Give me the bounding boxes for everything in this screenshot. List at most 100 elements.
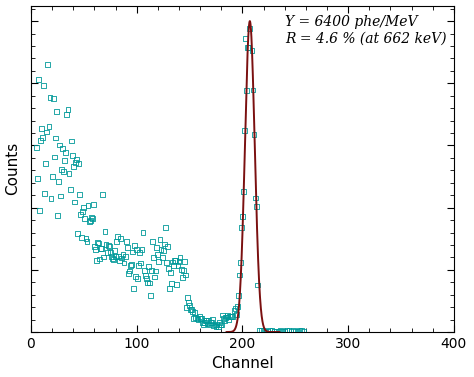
- Point: [211, 322, 219, 328]
- Point: [79, 208, 87, 214]
- Point: [201, 320, 208, 326]
- Point: [114, 233, 121, 239]
- Point: [97, 245, 105, 251]
- Point: [244, 44, 252, 51]
- Point: [188, 307, 195, 313]
- Point: [91, 247, 99, 253]
- Point: [204, 321, 211, 327]
- Point: [167, 269, 174, 275]
- Point: [212, 323, 220, 329]
- Point: [185, 300, 192, 306]
- Point: [91, 243, 98, 249]
- Point: [164, 265, 172, 271]
- Point: [223, 314, 230, 320]
- Point: [140, 267, 148, 273]
- Text: Y = 6400 phe/MeV
R = 4.6 % (at 662 keV): Y = 6400 phe/MeV R = 4.6 % (at 662 keV): [285, 15, 446, 46]
- Point: [145, 264, 152, 270]
- Point: [151, 274, 158, 280]
- Point: [118, 255, 126, 261]
- Point: [104, 242, 112, 248]
- Point: [189, 308, 197, 314]
- Point: [53, 109, 60, 115]
- Point: [166, 286, 173, 292]
- Point: [251, 195, 259, 201]
- Point: [109, 256, 116, 262]
- Point: [137, 260, 145, 266]
- Point: [219, 315, 227, 321]
- Point: [260, 328, 267, 334]
- Point: [181, 259, 188, 265]
- Point: [82, 236, 90, 242]
- Point: [77, 211, 84, 218]
- Point: [300, 329, 308, 335]
- Point: [270, 329, 278, 335]
- Point: [203, 317, 210, 323]
- Point: [131, 242, 138, 248]
- Point: [56, 142, 64, 148]
- Point: [49, 96, 57, 102]
- Point: [210, 323, 218, 329]
- Point: [128, 249, 136, 255]
- Point: [65, 171, 73, 177]
- Point: [224, 312, 231, 318]
- Point: [252, 204, 260, 210]
- Point: [84, 202, 92, 208]
- Point: [54, 212, 61, 218]
- Point: [102, 241, 110, 247]
- Point: [122, 239, 130, 245]
- Point: [245, 44, 253, 51]
- Point: [123, 244, 131, 250]
- Y-axis label: Counts: Counts: [6, 142, 20, 195]
- Point: [44, 62, 52, 68]
- Point: [34, 176, 41, 182]
- Point: [95, 240, 102, 246]
- Point: [101, 228, 109, 234]
- Point: [35, 76, 42, 82]
- Point: [293, 328, 301, 334]
- Point: [130, 285, 137, 291]
- Point: [105, 244, 113, 250]
- Point: [144, 279, 151, 285]
- Point: [41, 190, 48, 196]
- Point: [148, 268, 155, 274]
- Point: [266, 327, 273, 333]
- Point: [250, 132, 258, 138]
- Point: [254, 282, 261, 288]
- Point: [213, 321, 221, 327]
- Point: [201, 317, 209, 323]
- Point: [248, 48, 256, 54]
- Point: [125, 271, 132, 277]
- Point: [158, 254, 166, 261]
- Point: [75, 161, 82, 167]
- Point: [48, 174, 56, 180]
- Point: [138, 246, 146, 252]
- Point: [175, 259, 183, 265]
- Point: [214, 323, 222, 329]
- Point: [192, 314, 200, 320]
- Point: [268, 328, 276, 334]
- Point: [36, 138, 44, 144]
- Point: [208, 319, 216, 325]
- Point: [169, 259, 176, 265]
- Point: [32, 145, 40, 151]
- Point: [134, 275, 142, 281]
- Point: [281, 328, 289, 334]
- Point: [258, 327, 265, 333]
- Point: [200, 322, 207, 328]
- Point: [177, 267, 185, 273]
- Point: [240, 188, 247, 195]
- Point: [229, 313, 237, 319]
- Point: [40, 83, 47, 89]
- Point: [146, 293, 154, 299]
- Point: [249, 87, 257, 93]
- Point: [227, 314, 235, 320]
- Point: [255, 328, 263, 334]
- Point: [135, 262, 143, 268]
- Point: [164, 243, 171, 249]
- Point: [171, 257, 179, 263]
- Point: [107, 250, 114, 256]
- Point: [66, 187, 74, 193]
- Point: [279, 329, 286, 335]
- Point: [70, 163, 77, 169]
- Point: [218, 322, 225, 328]
